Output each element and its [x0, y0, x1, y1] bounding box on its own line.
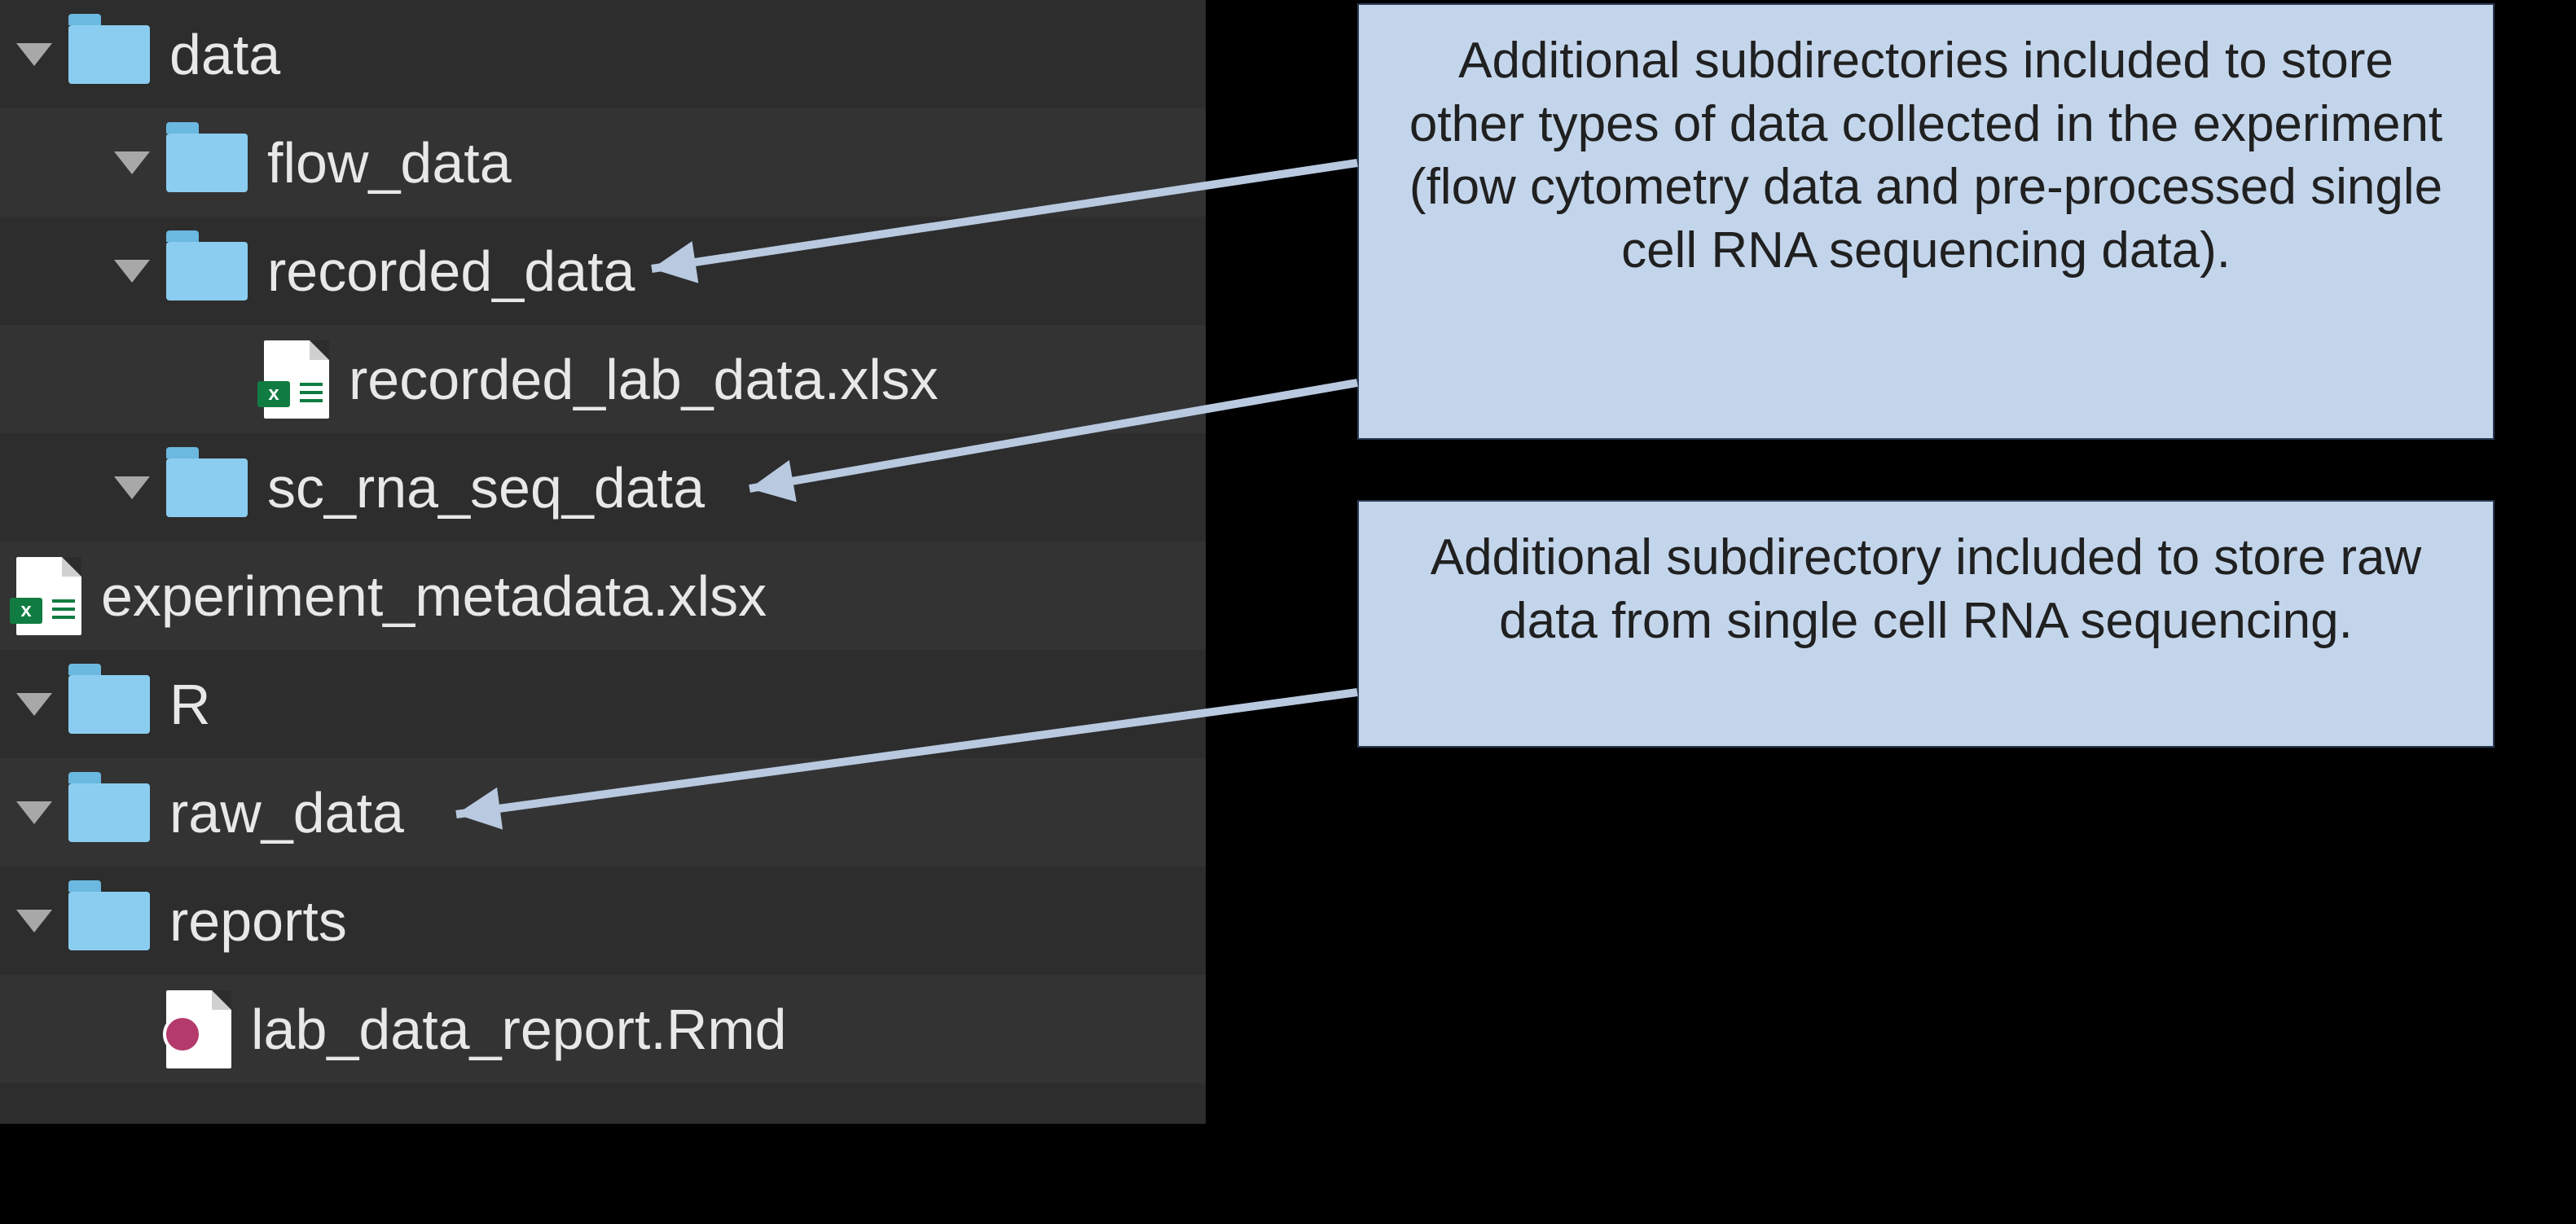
chevron-down-icon[interactable] [16, 43, 52, 66]
tree-item-label: R [169, 672, 211, 737]
folder-icon [68, 892, 150, 950]
rmarkdown-file-icon [166, 990, 231, 1068]
folder-icon [166, 242, 248, 301]
tree-row[interactable]: lab_data_report.Rmd [0, 975, 1206, 1083]
tree-row[interactable]: x recorded_lab_data.xlsx [0, 325, 1206, 433]
tree-item-label: data [169, 22, 280, 87]
tree-item-label: recorded_data [267, 239, 635, 304]
chevron-down-icon[interactable] [16, 801, 52, 824]
tree-row[interactable]: sc_rna_seq_data [0, 433, 1206, 542]
tree-row[interactable]: recorded_data [0, 217, 1206, 325]
callout-rawdata: Additional subdirectory included to stor… [1357, 500, 2495, 748]
tree-item-label: flow_data [267, 130, 512, 195]
callout-text: Additional subdirectories included to st… [1409, 33, 2442, 279]
excel-file-icon: x [16, 557, 81, 635]
chevron-down-icon[interactable] [114, 151, 150, 174]
excel-file-icon: x [264, 340, 329, 419]
tree-row[interactable]: x experiment_metadata.xlsx [0, 542, 1206, 650]
folder-icon [68, 675, 150, 734]
tree-row[interactable]: raw_data [0, 758, 1206, 866]
chevron-down-icon[interactable] [16, 910, 52, 932]
tree-row[interactable]: data [0, 0, 1206, 108]
tree-item-label: lab_data_report.Rmd [251, 997, 787, 1062]
tree-row [0, 1083, 1206, 1124]
tree-item-label: experiment_metadata.xlsx [101, 564, 767, 629]
tree-row[interactable]: reports [0, 866, 1206, 975]
callout-text: Additional subdirectory included to stor… [1431, 529, 2422, 649]
folder-icon [166, 458, 248, 517]
tree-item-label: reports [169, 888, 347, 954]
callout-subdirectories: Additional subdirectories included to st… [1357, 3, 2495, 440]
chevron-down-icon[interactable] [16, 693, 52, 716]
file-tree-panel: data flow_data recorded_datax recorded_lab_… [0, 0, 1206, 1124]
folder-icon [166, 134, 248, 192]
folder-icon [68, 783, 150, 842]
tree-item-label: raw_data [169, 780, 404, 845]
tree-row[interactable]: flow_data [0, 108, 1206, 217]
tree-row[interactable]: R [0, 650, 1206, 758]
folder-icon [68, 25, 150, 84]
tree-item-label: recorded_lab_data.xlsx [349, 347, 939, 412]
chevron-down-icon[interactable] [114, 476, 150, 499]
chevron-down-icon[interactable] [114, 260, 150, 283]
tree-item-label: sc_rna_seq_data [267, 455, 705, 520]
